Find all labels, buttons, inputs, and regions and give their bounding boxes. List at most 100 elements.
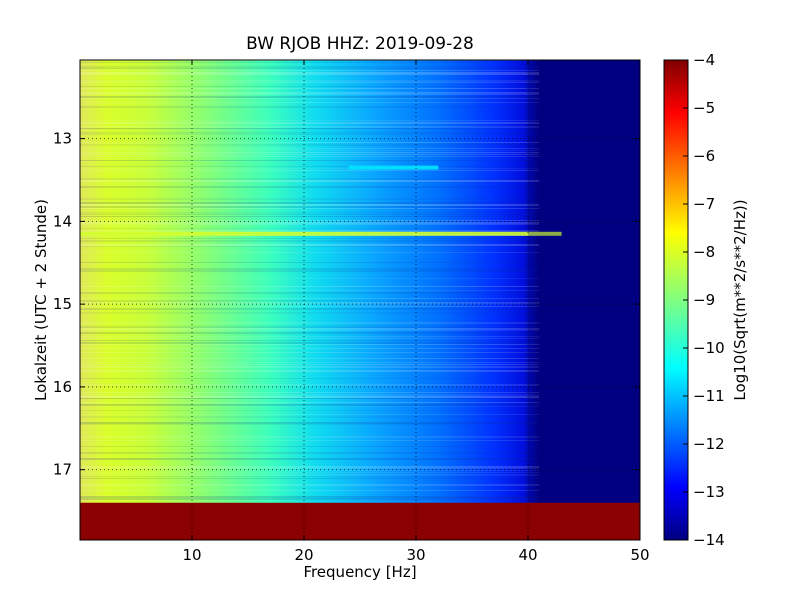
time-stripe bbox=[80, 290, 540, 291]
colorbar-tick-label: −4 bbox=[693, 51, 715, 69]
time-stripe bbox=[80, 132, 540, 134]
time-stripe bbox=[80, 220, 540, 221]
time-stripe bbox=[80, 470, 540, 471]
colorbar-tick-label: −10 bbox=[693, 339, 725, 357]
time-stripe bbox=[80, 330, 540, 331]
time-stripe bbox=[80, 498, 540, 500]
time-stripe bbox=[80, 476, 540, 477]
time-stripe bbox=[80, 384, 540, 386]
time-stripe bbox=[80, 304, 540, 305]
time-stripe bbox=[80, 278, 540, 279]
x-axis-label: Frequency [Hz] bbox=[303, 563, 416, 581]
time-stripe bbox=[80, 440, 540, 441]
time-stripe bbox=[80, 80, 540, 82]
time-stripe bbox=[80, 302, 540, 304]
time-stripe bbox=[80, 86, 540, 87]
time-stripe bbox=[80, 238, 540, 239]
time-stripe bbox=[80, 370, 540, 372]
colorbar-tick-label: −6 bbox=[693, 147, 715, 165]
time-stripe bbox=[80, 364, 540, 365]
no-data-region bbox=[80, 502, 640, 540]
time-stripe bbox=[80, 144, 540, 146]
time-stripe bbox=[80, 496, 540, 498]
y-axis-label: Lokalzeit (UTC + 2 Stunde) bbox=[32, 199, 50, 401]
time-stripe bbox=[80, 68, 540, 69]
time-stripe bbox=[80, 102, 540, 103]
time-stripe bbox=[80, 410, 540, 411]
colorbar-tick-label: −11 bbox=[693, 387, 725, 405]
time-stripe bbox=[80, 214, 540, 215]
time-stripe bbox=[80, 358, 540, 359]
time-stripe bbox=[80, 150, 540, 151]
time-stripe bbox=[80, 180, 540, 182]
time-stripe bbox=[80, 490, 540, 491]
time-stripe bbox=[80, 458, 540, 460]
time-stripe bbox=[80, 414, 540, 415]
time-stripe bbox=[80, 82, 540, 83]
time-stripe bbox=[80, 62, 540, 63]
time-stripe bbox=[80, 74, 540, 75]
x-tick-label: 30 bbox=[406, 546, 425, 564]
time-stripe bbox=[80, 322, 540, 324]
time-stripe bbox=[80, 396, 540, 398]
time-stripe bbox=[80, 170, 540, 171]
time-stripe bbox=[80, 160, 540, 161]
time-stripe bbox=[80, 88, 540, 89]
colorbar-tick-label: −14 bbox=[693, 531, 725, 549]
time-stripe bbox=[80, 208, 540, 209]
y-tick-label: 16 bbox=[53, 378, 72, 396]
time-stripe bbox=[80, 394, 540, 396]
time-stripe bbox=[80, 152, 540, 153]
time-stripe bbox=[80, 224, 540, 225]
time-stripe bbox=[80, 352, 540, 353]
noise-band bbox=[80, 231, 562, 236]
time-stripe bbox=[80, 402, 540, 403]
time-stripe bbox=[80, 378, 540, 379]
time-stripe bbox=[80, 262, 540, 263]
time-stripe bbox=[80, 122, 540, 124]
low-power-region bbox=[528, 60, 640, 503]
time-stripe bbox=[80, 106, 540, 108]
time-stripe bbox=[80, 416, 540, 418]
time-stripe bbox=[80, 472, 540, 473]
x-axis: 10 20 30 40 50 bbox=[182, 60, 650, 564]
time-stripe bbox=[80, 466, 540, 468]
y-tick-label: 14 bbox=[53, 212, 72, 230]
time-stripe bbox=[80, 120, 540, 121]
time-stripe bbox=[80, 362, 540, 363]
time-stripe bbox=[80, 244, 540, 246]
time-stripe bbox=[80, 328, 540, 330]
time-stripe bbox=[80, 166, 540, 167]
time-stripe bbox=[80, 270, 540, 272]
colorbar-tick-label: −7 bbox=[693, 195, 715, 213]
time-stripe bbox=[80, 298, 540, 299]
spectrogram-features bbox=[80, 60, 640, 503]
colorbar-tick-label: −8 bbox=[693, 243, 715, 261]
time-stripe bbox=[80, 96, 540, 98]
time-stripe bbox=[80, 216, 540, 217]
time-stripe bbox=[80, 198, 540, 200]
x-tick-label: 40 bbox=[518, 546, 537, 564]
time-stripe bbox=[80, 126, 540, 128]
time-stripe bbox=[80, 202, 540, 204]
time-stripe bbox=[80, 342, 540, 344]
noise-band bbox=[348, 165, 439, 170]
time-stripe bbox=[80, 72, 540, 74]
time-stripe bbox=[80, 206, 540, 208]
time-stripe bbox=[80, 478, 540, 479]
time-stripe bbox=[80, 128, 540, 129]
time-stripe bbox=[80, 292, 540, 294]
plot-area bbox=[80, 60, 640, 540]
plot-frame bbox=[79, 59, 641, 541]
time-stripe bbox=[80, 268, 540, 270]
time-stripe bbox=[80, 70, 540, 71]
time-stripe bbox=[80, 452, 540, 454]
time-stripe bbox=[80, 222, 540, 224]
y-tick-label: 17 bbox=[53, 461, 72, 479]
time-stripe bbox=[80, 168, 540, 169]
y-axis: 13 14 15 16 17 bbox=[53, 130, 640, 479]
time-stripe bbox=[80, 338, 540, 339]
time-stripe bbox=[80, 148, 540, 149]
time-stripe bbox=[80, 312, 540, 314]
